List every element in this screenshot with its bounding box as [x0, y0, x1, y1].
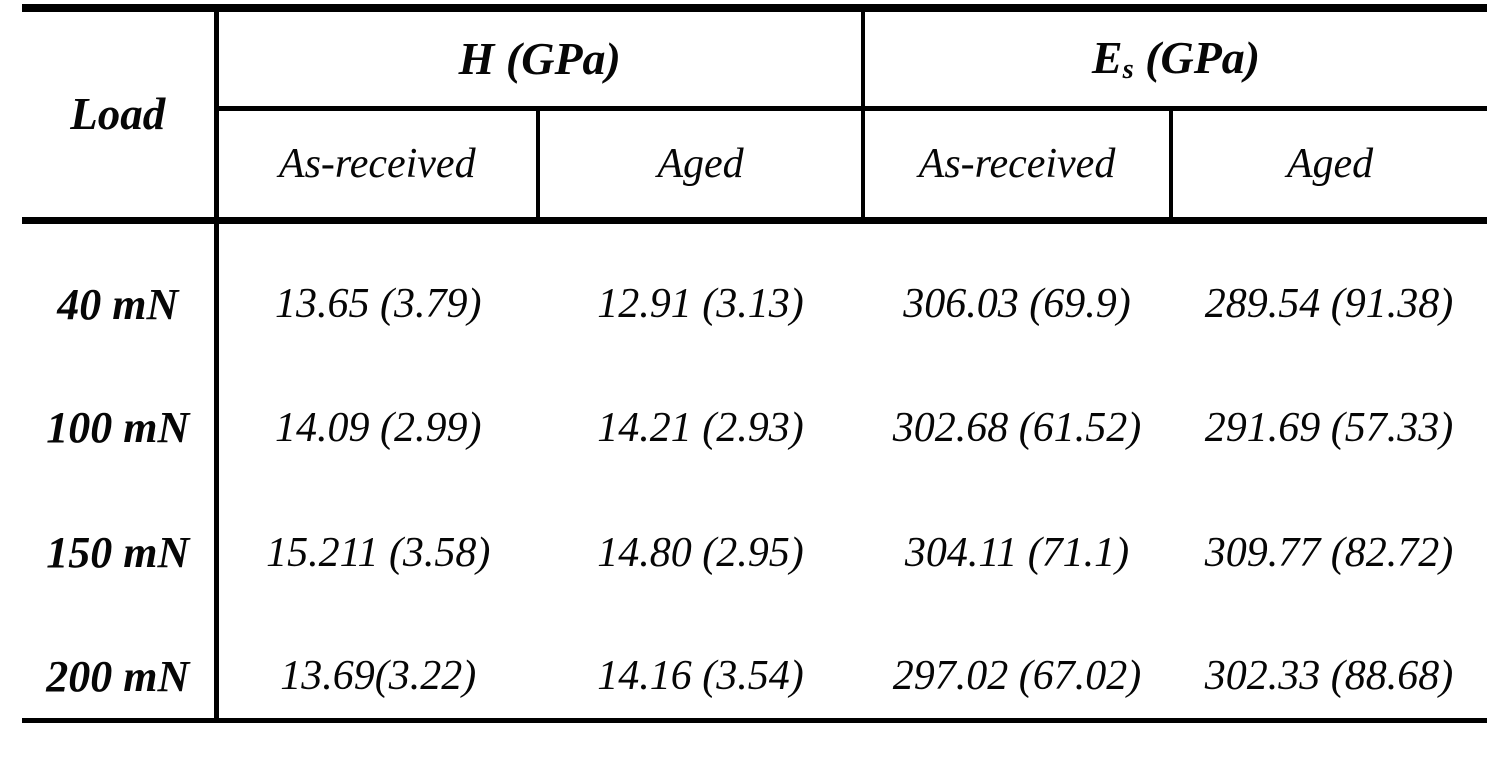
table-cell: 14.80 (2.95)	[597, 529, 804, 576]
load-value: 100 mN	[22, 345, 219, 470]
load-value: 150 mN	[22, 470, 219, 595]
table-cell: 297.02 (67.02)	[863, 595, 1171, 723]
table-row-40mn: 40 mN 13.65 (3.79) 12.91 (3.13) 306.03 (…	[22, 220, 1487, 345]
table-cell: 12.91 (3.13)	[597, 281, 804, 328]
h-aged-header: Aged	[538, 108, 865, 224]
measurement-table: Load H (GPa) Es (GPa) As-received Aged A…	[22, 4, 1488, 723]
load-value: 200 mN	[22, 595, 219, 723]
es-unit: (GPa)	[1133, 32, 1261, 84]
table-row-150mn: 150 mN 15.211 (3.58) 14.80 (2.95) 304.11…	[22, 470, 1487, 595]
table-cell: 309.77 (82.72)	[1204, 529, 1454, 576]
es-subscript: s	[1122, 54, 1134, 86]
table-cell: 304.11 (71.1)	[904, 529, 1130, 576]
table-cell: 15.211 (3.58)	[266, 529, 491, 576]
hardness-group-header: H (GPa)	[216, 4, 865, 111]
table-cell: 13.65 (3.79)	[275, 281, 482, 328]
load-value: 40 mN	[22, 220, 219, 345]
elastic-modulus-group-header: Es (GPa)	[863, 4, 1488, 111]
table-cell: 302.33 (88.68)	[1171, 595, 1488, 723]
es-as-received-header: As-received	[863, 108, 1173, 224]
table-cell: 14.09 (2.99)	[275, 404, 482, 451]
table-cell: 306.03 (69.9)	[903, 281, 1131, 328]
table-cell: 13.69(3.22)	[216, 595, 538, 723]
table-cell: 302.68 (61.52)	[892, 404, 1142, 451]
table-cell: 14.21 (2.93)	[597, 404, 804, 451]
group-header-row: Load H (GPa) Es (GPa)	[22, 4, 1488, 224]
table-row-200mn: 200 mN 13.69(3.22) 14.16 (3.54) 297.02 (…	[22, 595, 1488, 723]
table-cell: 14.16 (3.54)	[538, 595, 863, 723]
table-cell: 289.54 (91.38)	[1204, 281, 1454, 328]
es-symbol: E	[1091, 32, 1123, 84]
sub-header-row: As-received Aged As-received Aged	[22, 108, 1488, 224]
table-cell: 291.69 (57.33)	[1204, 404, 1454, 451]
es-aged-header: Aged	[1171, 108, 1488, 224]
table-row-100mn: 100 mN 14.09 (2.99) 14.21 (2.93) 302.68 …	[22, 345, 1487, 470]
h-as-received-header: As-received	[216, 108, 540, 224]
load-column-header: Load	[22, 4, 219, 224]
